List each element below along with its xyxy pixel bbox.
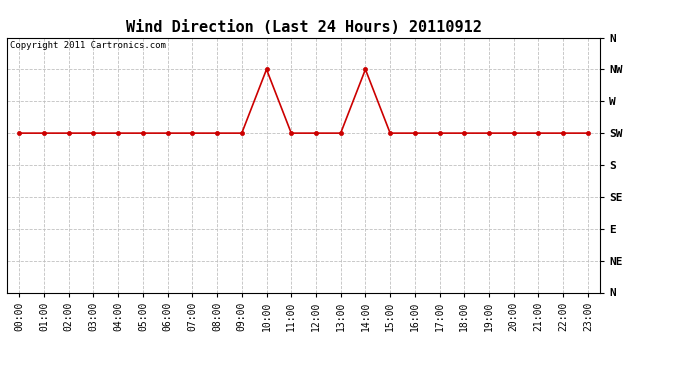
Text: Copyright 2011 Cartronics.com: Copyright 2011 Cartronics.com — [10, 41, 166, 50]
Title: Wind Direction (Last 24 Hours) 20110912: Wind Direction (Last 24 Hours) 20110912 — [126, 20, 482, 35]
